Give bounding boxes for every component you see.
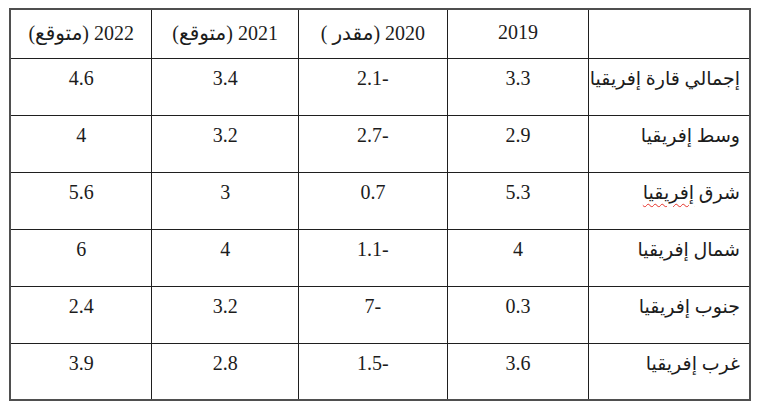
header-cell-2020-estimated: 2020 (مقدر ) (298, 9, 447, 58)
value-cell: 3.6 (447, 343, 588, 400)
value-cell: 6 (10, 229, 152, 286)
value-cell: 3 (152, 172, 298, 229)
table-row-south-africa: جنوب إفريقيا 0.3 -7 3.2 2.4 (10, 286, 750, 343)
value-cell: -1.1 (298, 229, 447, 286)
table-row-north-africa: شمال إفريقيا 4 -1.1 4 6 (10, 229, 750, 286)
value-cell: 4 (447, 229, 588, 286)
header-cell-2021-expected: 2021 (متوقع) (152, 9, 298, 58)
table-row-west-africa: غرب إفريقيا 3.6 -1.5 2.8 3.9 (10, 343, 750, 400)
table-row-central-africa: وسط إفريقيا 2.9 -2.7 3.2 4 (10, 115, 750, 172)
value-cell: 4 (152, 229, 298, 286)
region-word: شرق (699, 182, 740, 203)
value-cell: 2.8 (152, 343, 298, 400)
value-cell: 4 (10, 115, 152, 172)
spellcheck-flagged-word: إفريقيا (643, 182, 694, 203)
value-cell: 3.9 (10, 343, 152, 400)
row-label-total-africa: إجمالي قارة إفريقيا (588, 58, 750, 115)
value-cell: -1.5 (298, 343, 447, 400)
value-cell: 0.7 (298, 172, 447, 229)
row-label-south-africa: جنوب إفريقيا (588, 286, 750, 343)
header-cell-2019: 2019 (447, 9, 588, 58)
row-label-east-africa: شرق إفريقيا (588, 172, 750, 229)
value-cell: -2.7 (298, 115, 447, 172)
table-header-row: 2019 2020 (مقدر ) 2021 (متوقع) 2022 (متو… (10, 9, 750, 58)
value-cell: 2.4 (10, 286, 152, 343)
row-label-central-africa: وسط إفريقيا (588, 115, 750, 172)
value-cell: 4.6 (10, 58, 152, 115)
value-cell: -7 (298, 286, 447, 343)
row-label-north-africa: شمال إفريقيا (588, 229, 750, 286)
value-cell: 3.2 (152, 286, 298, 343)
value-cell: 0.3 (447, 286, 588, 343)
header-cell-2022-expected: 2022 (متوقع) (10, 9, 152, 58)
value-cell: 3.4 (152, 58, 298, 115)
value-cell: 5.3 (447, 172, 588, 229)
value-cell: -2.1 (298, 58, 447, 115)
row-label-west-africa: غرب إفريقيا (588, 343, 750, 400)
table-row-total-africa: إجمالي قارة إفريقيا 3.3 -2.1 3.4 4.6 (10, 58, 750, 115)
value-cell: 5.6 (10, 172, 152, 229)
value-cell: 3.3 (447, 58, 588, 115)
table-row-east-africa: شرق إفريقيا 5.3 0.7 3 5.6 (10, 172, 750, 229)
header-cell-region (588, 9, 750, 58)
document-page: 2019 2020 (مقدر ) 2021 (متوقع) 2022 (متو… (0, 0, 760, 409)
value-cell: 2.9 (447, 115, 588, 172)
africa-growth-table: 2019 2020 (مقدر ) 2021 (متوقع) 2022 (متو… (9, 8, 751, 401)
value-cell: 3.2 (152, 115, 298, 172)
